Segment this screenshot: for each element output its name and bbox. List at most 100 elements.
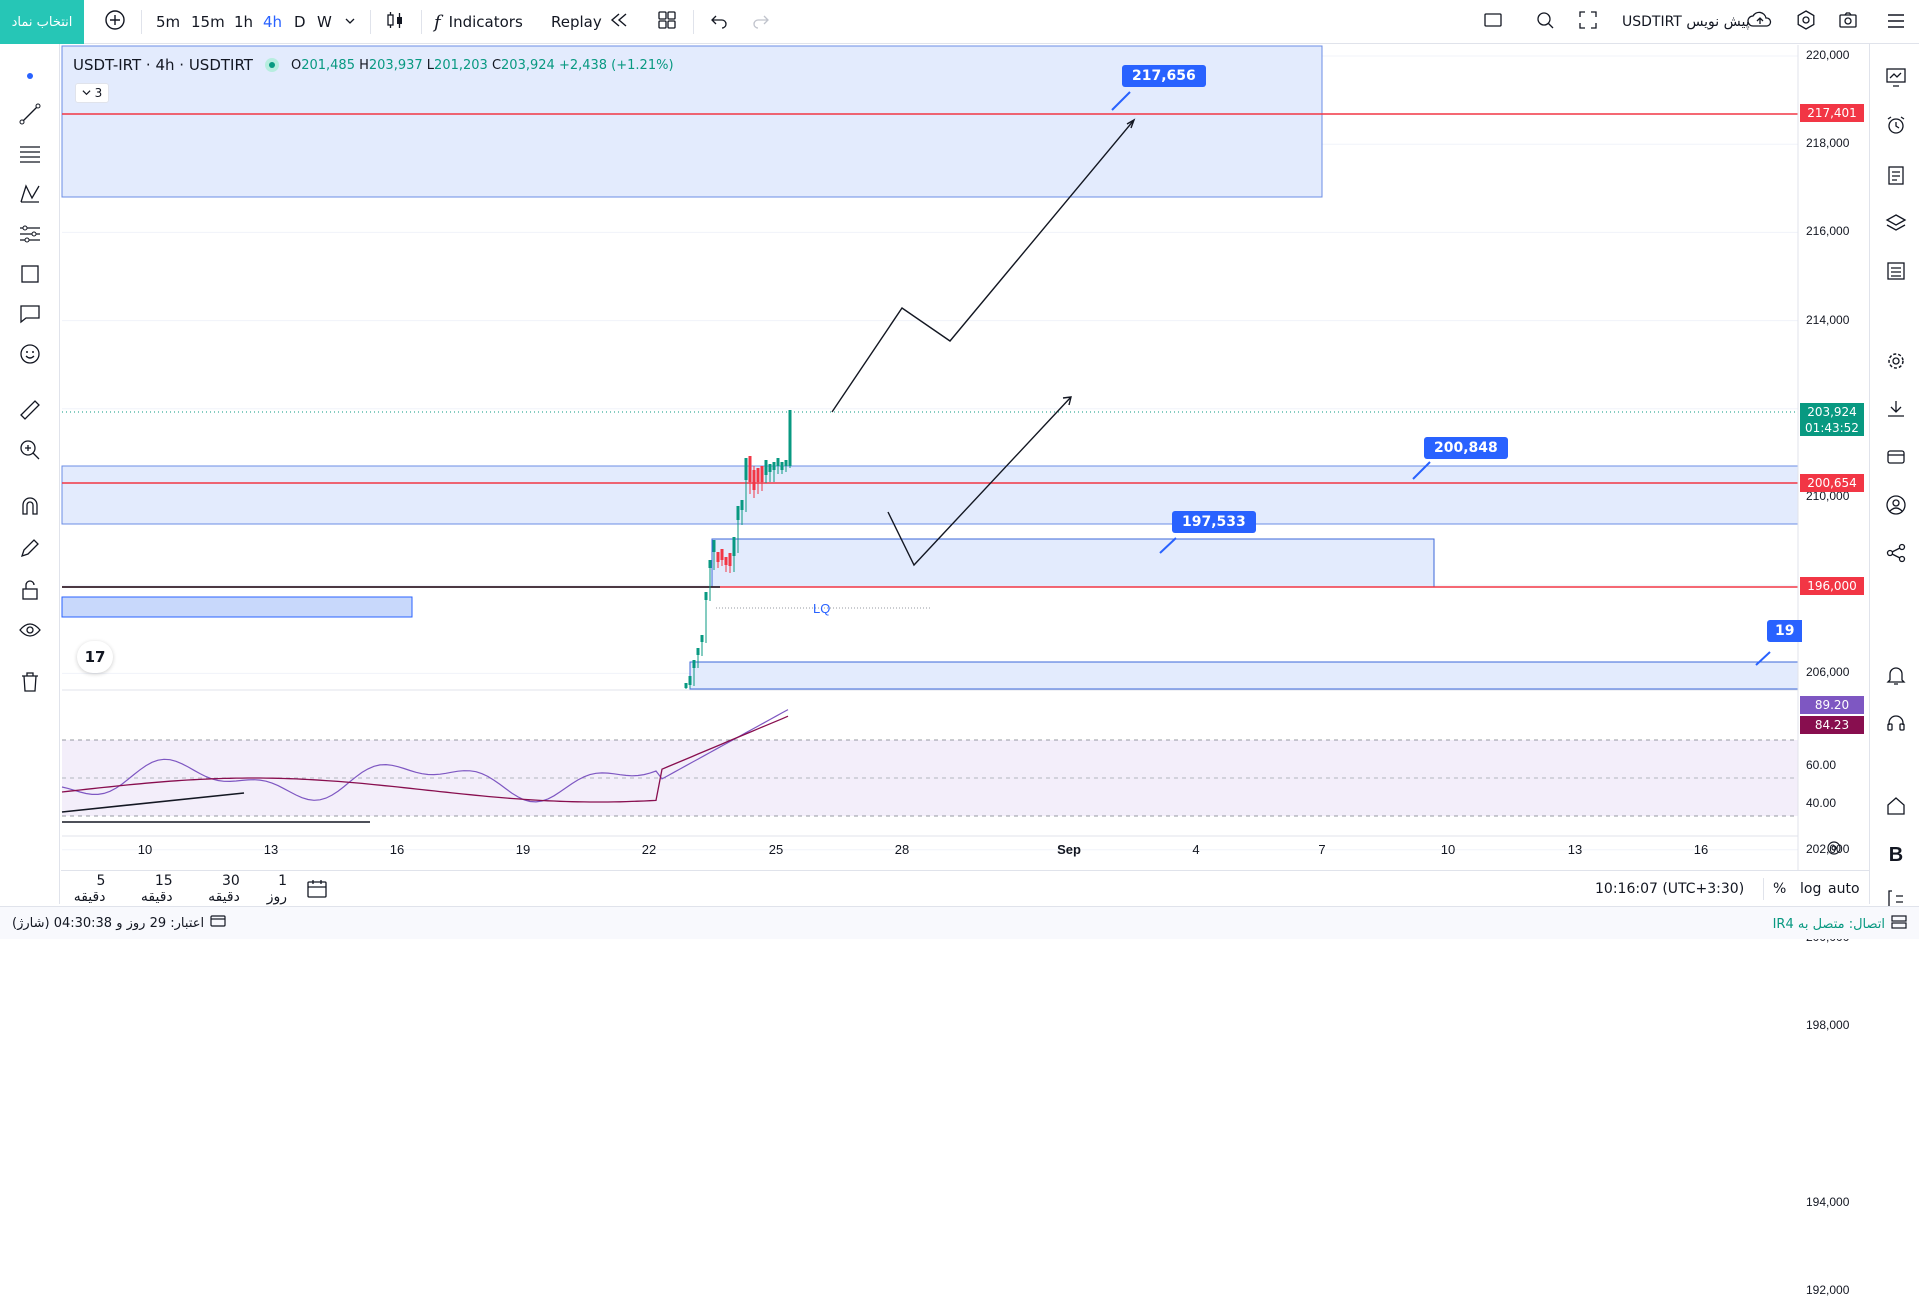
candle[interactable]: [756, 468, 760, 482]
snapshot-button[interactable]: [1837, 0, 1859, 44]
undo-button[interactable]: [708, 0, 730, 44]
replay-button[interactable]: Replay: [551, 0, 630, 44]
subscription-status[interactable]: اعتبار: 29 روز و 04:30:38 (شارژ): [12, 915, 226, 931]
candle[interactable]: [764, 460, 768, 475]
candle[interactable]: [736, 506, 740, 520]
quick-search-button[interactable]: [1534, 0, 1556, 44]
trend-line-tool[interactable]: [16, 102, 44, 130]
candle[interactable]: [760, 466, 764, 482]
target-badge-200848[interactable]: 200,848: [1424, 437, 1508, 459]
candle[interactable]: [720, 549, 724, 560]
notifications-button[interactable]: [1883, 664, 1909, 690]
interval-dropdown[interactable]: [344, 0, 356, 44]
interval-d[interactable]: D: [294, 13, 306, 31]
cloud-save-button[interactable]: [1746, 0, 1774, 44]
save-layout-label[interactable]: USDTIRT پیش نویس: [1622, 14, 1750, 30]
interval-w[interactable]: W: [317, 13, 332, 31]
cursor-tool[interactable]: [16, 60, 44, 88]
demand-zone-192k[interactable]: [689, 661, 1799, 690]
candle[interactable]: [740, 500, 744, 510]
fib-tool[interactable]: [16, 142, 44, 170]
shapes-tool[interactable]: [16, 262, 44, 290]
chart-type-button[interactable]: [384, 0, 406, 44]
demand-zone-200k[interactable]: [61, 465, 1799, 525]
calendar-button[interactable]: [1883, 260, 1909, 286]
home-button[interactable]: [1883, 794, 1909, 820]
zone-left-small[interactable]: [61, 596, 413, 618]
candle[interactable]: [776, 458, 780, 466]
range-5m[interactable]: 5 دقیقه: [73, 872, 106, 905]
drawing-mode-tool[interactable]: [16, 536, 44, 564]
notes-button[interactable]: [1883, 164, 1909, 190]
expand-button[interactable]: [1577, 0, 1599, 44]
watchlist-button[interactable]: [1883, 66, 1909, 92]
target-badge-partial[interactable]: 19: [1767, 620, 1803, 642]
log-toggle[interactable]: log: [1800, 880, 1822, 897]
candle[interactable]: [716, 552, 720, 562]
rsi-trendline[interactable]: [61, 792, 245, 813]
candle[interactable]: [780, 462, 784, 470]
zoom-tool[interactable]: [16, 438, 44, 466]
profile-button[interactable]: [1883, 494, 1909, 520]
download-button[interactable]: [1883, 398, 1909, 424]
target-badge-217656[interactable]: 217,656: [1122, 65, 1206, 87]
candle[interactable]: [696, 648, 700, 655]
range-30m[interactable]: 30 دقیقه: [208, 872, 240, 905]
tv-logo-icon[interactable]: 17: [77, 641, 113, 673]
candle[interactable]: [748, 456, 752, 482]
percent-toggle[interactable]: %: [1773, 880, 1787, 897]
wallet-button[interactable]: [1883, 446, 1909, 472]
symbol-search-button[interactable]: انتخاب نماد: [0, 0, 84, 44]
emoji-tool[interactable]: [16, 342, 44, 370]
candle[interactable]: [708, 560, 712, 568]
target-badge-197533[interactable]: 197,533: [1172, 511, 1256, 533]
interval-1h[interactable]: 1h: [234, 13, 254, 31]
annotation-tool[interactable]: [16, 302, 44, 330]
demand-zone-197k[interactable]: [711, 538, 1435, 588]
auto-toggle[interactable]: auto: [1828, 880, 1860, 897]
price-chart[interactable]: LQ: [0, 0, 1919, 939]
candle[interactable]: [684, 683, 688, 688]
indicators-button[interactable]: f Indicators: [434, 0, 523, 44]
menu-button[interactable]: [1883, 10, 1909, 36]
legend-title[interactable]: USDT-IRT · 4h · USDTIRT: [73, 56, 253, 74]
range-15m[interactable]: 15 دقیقه: [140, 872, 173, 905]
settings-widget-button[interactable]: [1883, 350, 1909, 376]
alerts-button[interactable]: [1883, 114, 1909, 140]
share-button[interactable]: [1883, 542, 1909, 568]
connection-status[interactable]: اتصال: متصل به IR4: [1773, 915, 1907, 933]
interval-4h[interactable]: 4h: [263, 13, 283, 31]
support-button[interactable]: [1883, 712, 1909, 738]
add-symbol-button[interactable]: [104, 0, 126, 44]
interval-15m[interactable]: 15m: [191, 13, 225, 31]
interval-5m[interactable]: 5m: [156, 13, 181, 31]
projection-path-upper[interactable]: [831, 119, 1135, 413]
projection-path-lower[interactable]: [887, 396, 1072, 567]
rsi-line[interactable]: [61, 709, 789, 803]
axis-settings-button[interactable]: [1826, 840, 1842, 860]
rsi-ma-line[interactable]: [61, 715, 789, 803]
object-tree-button[interactable]: [1883, 212, 1909, 238]
prediction-tool[interactable]: [16, 222, 44, 250]
remove-drawings-tool[interactable]: [16, 670, 44, 698]
candle[interactable]: [768, 464, 772, 472]
measure-tool[interactable]: [16, 398, 44, 426]
candle[interactable]: [728, 553, 732, 566]
fullscreen-window-button[interactable]: [1482, 0, 1504, 44]
candle[interactable]: [732, 537, 736, 556]
candle[interactable]: [712, 540, 716, 552]
candle[interactable]: [688, 676, 692, 685]
candle[interactable]: [744, 458, 748, 480]
redo-button[interactable]: [750, 0, 772, 44]
candle[interactable]: [752, 470, 756, 490]
candle[interactable]: [692, 660, 696, 668]
candle[interactable]: [724, 557, 728, 565]
settings-button[interactable]: [1795, 0, 1817, 44]
indicators-collapse-button[interactable]: 3: [75, 83, 109, 103]
magnet-tool[interactable]: [16, 494, 44, 522]
layouts-button[interactable]: [656, 0, 678, 44]
candle[interactable]: [704, 592, 708, 600]
candle[interactable]: [784, 460, 788, 466]
lock-drawings-tool[interactable]: [16, 578, 44, 606]
range-1d[interactable]: 1 روز: [266, 872, 287, 905]
